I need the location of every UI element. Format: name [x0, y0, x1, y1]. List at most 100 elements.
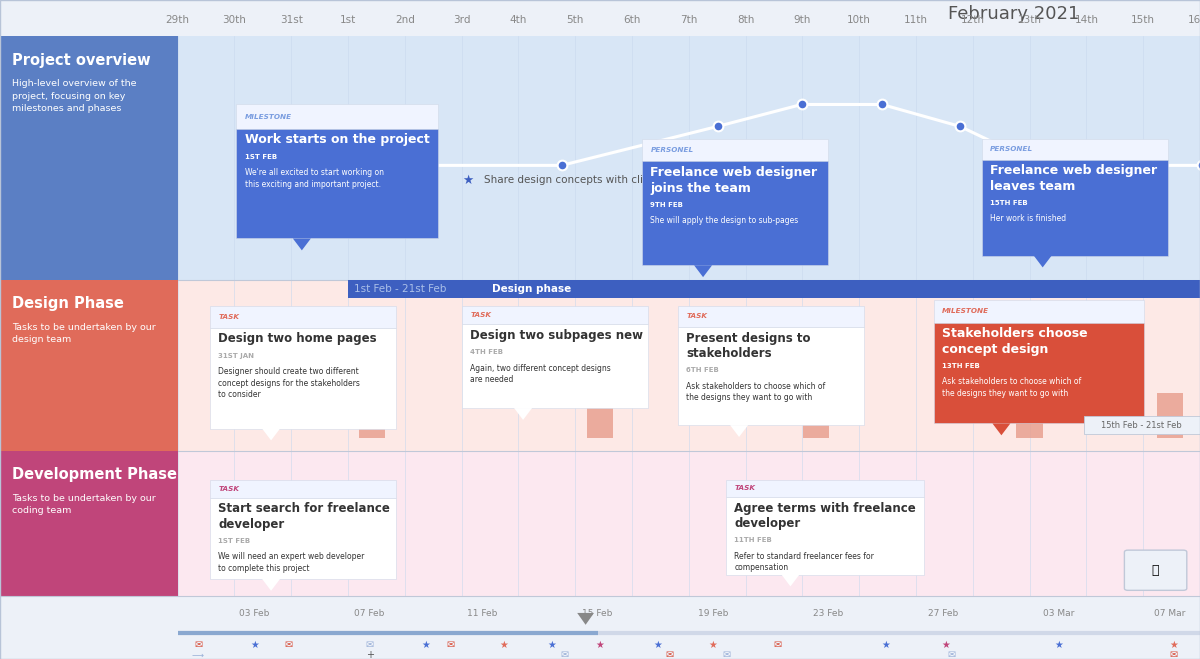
Text: Freelance web designer
joins the team: Freelance web designer joins the team	[650, 166, 817, 194]
Text: ✉: ✉	[366, 641, 373, 650]
Text: ✉: ✉	[194, 641, 202, 650]
FancyBboxPatch shape	[178, 280, 1200, 451]
FancyBboxPatch shape	[210, 498, 396, 579]
Text: ★: ★	[462, 173, 473, 186]
FancyBboxPatch shape	[236, 129, 438, 239]
Text: 03 Feb: 03 Feb	[239, 610, 270, 618]
Text: 13TH FEB: 13TH FEB	[942, 362, 979, 369]
FancyBboxPatch shape	[462, 324, 648, 408]
Text: Designer should create two different
concept designs for the stakeholders
to con: Designer should create two different con…	[218, 367, 360, 399]
Text: Stakeholders choose
concept design: Stakeholders choose concept design	[942, 327, 1087, 356]
Text: We will need an expert web developer
to complete this project: We will need an expert web developer to …	[218, 552, 365, 573]
Text: 3rd: 3rd	[452, 15, 470, 25]
Text: 14th: 14th	[1074, 15, 1098, 25]
Text: 15TH FEB: 15TH FEB	[990, 200, 1027, 206]
Text: 1ST FEB: 1ST FEB	[245, 154, 277, 159]
Text: 1st: 1st	[340, 15, 356, 25]
Text: PERSONEL: PERSONEL	[650, 147, 694, 153]
FancyBboxPatch shape	[210, 328, 396, 428]
FancyBboxPatch shape	[1157, 393, 1183, 438]
Polygon shape	[293, 239, 311, 250]
Text: 10th: 10th	[847, 15, 871, 25]
FancyBboxPatch shape	[210, 306, 396, 328]
Text: 07 Mar: 07 Mar	[1154, 610, 1186, 618]
Text: 15th Feb - 21st Feb: 15th Feb - 21st Feb	[1102, 420, 1182, 430]
Text: She will apply the design to sub-pages: She will apply the design to sub-pages	[650, 216, 799, 225]
Text: TASK: TASK	[734, 486, 756, 492]
Text: Design two subpages new: Design two subpages new	[470, 329, 643, 341]
FancyBboxPatch shape	[1124, 550, 1187, 590]
Text: Work starts on the project: Work starts on the project	[245, 133, 430, 146]
Text: Ask stakeholders to choose which of
the designs they want to go with: Ask stakeholders to choose which of the …	[942, 377, 1081, 397]
Text: ✉: ✉	[722, 650, 730, 659]
Text: Present designs to
stakeholders: Present designs to stakeholders	[686, 331, 811, 360]
Text: High-level overview of the
project, focusing on key
milestones and phases: High-level overview of the project, focu…	[12, 79, 137, 113]
Text: ★: ★	[595, 641, 605, 650]
Text: 5th: 5th	[566, 15, 584, 25]
FancyBboxPatch shape	[934, 301, 1144, 322]
FancyBboxPatch shape	[0, 280, 178, 451]
Text: 4th: 4th	[510, 15, 527, 25]
FancyBboxPatch shape	[678, 306, 864, 327]
Text: 🔍: 🔍	[1152, 564, 1159, 577]
Text: 31ST JAN: 31ST JAN	[218, 353, 254, 358]
Text: 9th: 9th	[793, 15, 811, 25]
Text: ★: ★	[547, 641, 557, 650]
FancyBboxPatch shape	[0, 596, 1200, 659]
FancyBboxPatch shape	[236, 105, 438, 129]
Text: 6TH FEB: 6TH FEB	[686, 367, 719, 373]
Text: Design Phase: Design Phase	[12, 297, 124, 312]
Text: 13th: 13th	[1018, 15, 1042, 25]
FancyBboxPatch shape	[1016, 400, 1043, 438]
FancyBboxPatch shape	[178, 36, 1200, 280]
Text: 29th: 29th	[166, 15, 190, 25]
FancyBboxPatch shape	[210, 480, 396, 498]
Polygon shape	[514, 408, 532, 420]
Text: 03 Mar: 03 Mar	[1043, 610, 1074, 618]
Polygon shape	[262, 579, 280, 590]
Text: ★: ★	[1054, 641, 1063, 650]
Text: 16th: 16th	[1188, 15, 1200, 25]
Text: ✉: ✉	[948, 650, 955, 659]
Text: ★: ★	[1169, 641, 1178, 650]
Polygon shape	[262, 428, 280, 440]
Text: Tasks to be undertaken by our
coding team: Tasks to be undertaken by our coding tea…	[12, 494, 156, 515]
Text: MILESTONE: MILESTONE	[245, 113, 292, 119]
FancyBboxPatch shape	[642, 138, 828, 161]
Text: ★: ★	[941, 641, 950, 650]
Text: ✉: ✉	[666, 650, 673, 659]
Text: ★: ★	[708, 641, 718, 650]
Text: MILESTONE: MILESTONE	[942, 308, 989, 314]
Text: 15th: 15th	[1132, 15, 1156, 25]
Text: Again, two different concept designs
are needed: Again, two different concept designs are…	[470, 364, 611, 384]
Text: 07 Feb: 07 Feb	[354, 610, 385, 618]
Text: ★: ★	[499, 641, 509, 650]
Text: ✉: ✉	[560, 650, 568, 659]
Text: ✉: ✉	[284, 641, 292, 650]
Text: ★: ★	[653, 641, 662, 650]
Text: ✉: ✉	[446, 641, 454, 650]
Polygon shape	[1033, 256, 1051, 268]
FancyBboxPatch shape	[934, 322, 1144, 424]
Text: Freelance web designer
leaves team: Freelance web designer leaves team	[990, 164, 1157, 192]
Text: 15 Feb: 15 Feb	[582, 610, 613, 618]
Text: 2nd: 2nd	[395, 15, 415, 25]
FancyBboxPatch shape	[678, 327, 864, 425]
FancyBboxPatch shape	[726, 480, 924, 497]
FancyBboxPatch shape	[642, 161, 828, 266]
Text: 11 Feb: 11 Feb	[467, 610, 498, 618]
Text: TASK: TASK	[218, 486, 240, 492]
Text: 23 Feb: 23 Feb	[812, 610, 844, 618]
Text: 12th: 12th	[961, 15, 985, 25]
FancyBboxPatch shape	[587, 400, 613, 438]
FancyBboxPatch shape	[726, 497, 924, 575]
FancyBboxPatch shape	[178, 451, 1200, 596]
Text: We're all excited to start working on
this exciting and important project.: We're all excited to start working on th…	[245, 168, 384, 188]
Text: Start search for freelance
developer: Start search for freelance developer	[218, 502, 390, 530]
Polygon shape	[694, 266, 712, 277]
Text: Development Phase: Development Phase	[12, 467, 178, 482]
FancyBboxPatch shape	[803, 400, 829, 438]
Text: PERSONEL: PERSONEL	[990, 146, 1033, 152]
Polygon shape	[781, 575, 799, 587]
Text: 11TH FEB: 11TH FEB	[734, 537, 772, 543]
